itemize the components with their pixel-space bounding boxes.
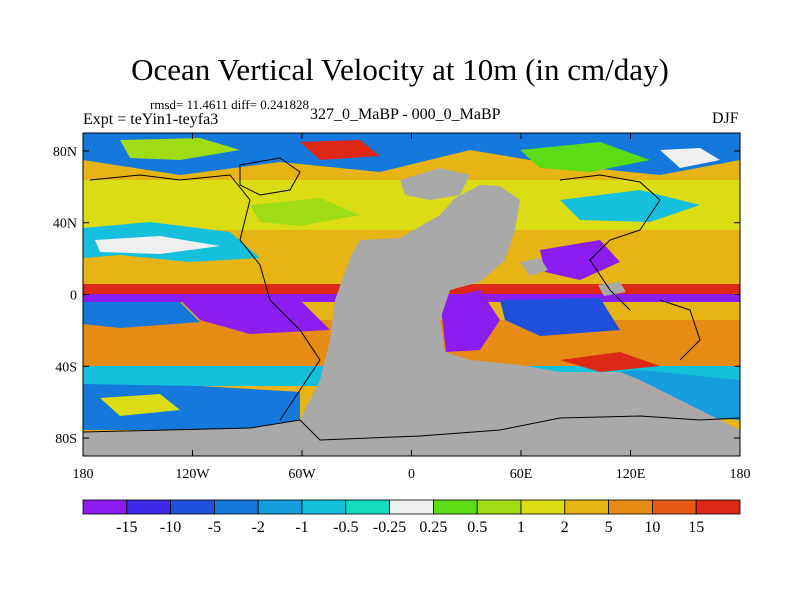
- colorbar-swatch: [476, 499, 522, 515]
- colorbar-label: -10: [160, 519, 181, 536]
- axis-ticks: 180 120W 60W 0 60E 120E 180 80N 40N 0 40S 80S: [53, 133, 751, 482]
- x-tick-label: 60W: [288, 467, 316, 482]
- colorbar-swatch: [564, 499, 609, 515]
- colorbar-swatch: [652, 499, 697, 515]
- colorbar-swatch: [170, 499, 215, 515]
- x-tick-label: 60E: [510, 467, 533, 482]
- coastline: [659, 299, 701, 361]
- x-tick-label: 0: [408, 467, 415, 482]
- field-patch: [440, 290, 500, 352]
- colorbar-label: -0.5: [333, 519, 358, 536]
- y-tick-label: 40S: [55, 360, 77, 375]
- colorbar-swatch: [608, 499, 653, 515]
- colorbar-swatch: [82, 499, 128, 515]
- colorbar-label: 5: [605, 519, 613, 536]
- experiment-label: Expt = teYin1-teyfa3: [83, 111, 219, 128]
- y-tick-label: 80N: [53, 145, 77, 160]
- field-patch: [120, 138, 240, 160]
- stats-label: rmsd= 11.4611 diff= 0.241828: [150, 97, 309, 112]
- colorbar-swatch: [126, 499, 172, 515]
- colorbar-label: -0.25: [373, 519, 406, 536]
- coastline: [83, 415, 740, 441]
- field-patch: [520, 142, 650, 172]
- colorbar-label: 2: [561, 519, 569, 536]
- colorbar-swatch: [389, 499, 434, 515]
- colorbar-label: 0.5: [467, 519, 487, 536]
- field-patch: [660, 148, 720, 168]
- period-label: 327_0_MaBP - 000_0_MaBP: [310, 106, 501, 123]
- colorbar-label: 0.25: [419, 519, 447, 536]
- colorbar-swatch: [520, 499, 566, 515]
- field-patch: [500, 298, 620, 336]
- colorbar-swatch: [695, 499, 741, 515]
- field-patch: [300, 140, 380, 160]
- y-tick-label: 80S: [55, 432, 77, 447]
- field-patch: [83, 384, 300, 430]
- season-label: DJF: [712, 110, 739, 127]
- field-patch: [95, 236, 220, 254]
- field-patch: [560, 190, 700, 222]
- field-patch: [83, 302, 200, 328]
- field-patch: [180, 300, 330, 334]
- coastline: [239, 157, 301, 196]
- x-tick-label: 180: [73, 467, 94, 482]
- colorbar-swatch: [301, 499, 347, 515]
- landmass-pangaea: [83, 185, 740, 456]
- colorbar-swatch: [213, 499, 259, 515]
- colorbar-label: -1: [295, 519, 308, 536]
- colorbar-label: -15: [116, 519, 137, 536]
- y-tick-label: 0: [70, 289, 77, 304]
- y-tick-label: 40N: [53, 217, 77, 232]
- map-field: [83, 133, 740, 456]
- x-tick-label: 120E: [616, 467, 646, 482]
- landmass-north: [400, 168, 470, 200]
- field-patch: [250, 198, 360, 226]
- x-tick-label: 180: [730, 467, 751, 482]
- field-patch: [560, 352, 660, 372]
- chart-title: Ocean Vertical Velocity at 10m (in cm/da…: [131, 52, 669, 87]
- colorbar-swatch: [345, 499, 390, 515]
- coastline: [559, 174, 661, 311]
- colorbar-label: -2: [252, 519, 265, 536]
- coastline: [89, 174, 321, 421]
- colorbar-swatch: [432, 499, 478, 515]
- colorbar-label: 10: [644, 519, 660, 536]
- colorbar-label: -5: [208, 519, 221, 536]
- field-patch: [100, 394, 180, 416]
- colorbar-label: 15: [688, 519, 704, 536]
- colorbar-swatch: [257, 499, 303, 515]
- landmass-island: [520, 258, 548, 276]
- colorbar-label: 1: [517, 519, 525, 536]
- landmass-island: [598, 282, 626, 296]
- colorbar: -15 -10 -5 -2 -1 -0.5 -0.25 0.25 0.5 1 2 5 10 15: [82, 499, 741, 536]
- x-tick-label: 120W: [175, 467, 210, 482]
